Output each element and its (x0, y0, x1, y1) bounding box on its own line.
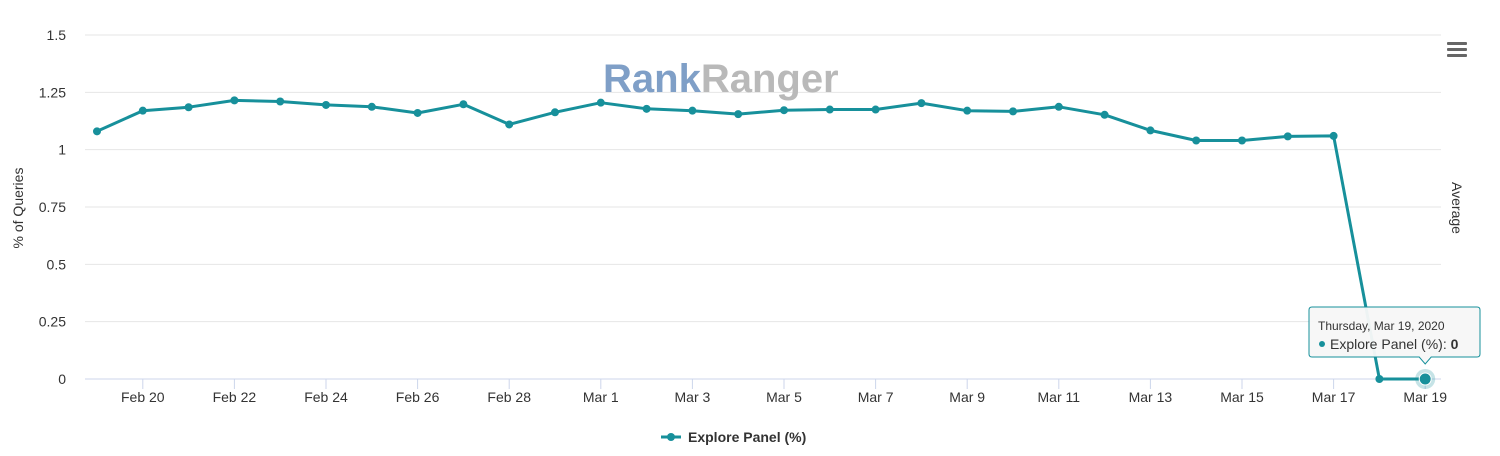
data-point[interactable] (780, 106, 788, 115)
watermark: RankRanger (603, 57, 839, 101)
x-tick-label: Feb 22 (213, 389, 257, 405)
watermark-ranger: Ranger (701, 57, 839, 101)
data-point[interactable] (230, 96, 239, 105)
data-point[interactable] (688, 106, 697, 115)
tooltip-series-dot (1319, 341, 1325, 347)
y-axis-ticks: 0 0.25 0.5 0.75 1 1.25 1.5 (39, 27, 66, 387)
x-tick-label: Mar 11 (1038, 389, 1081, 405)
x-tick-label: Mar 13 (1129, 389, 1173, 405)
x-axis-ticks: Feb 20 Feb 22 Feb 24 Feb 26 Feb 28 Mar 1 Mar 3… (121, 379, 1447, 405)
data-point[interactable] (734, 110, 743, 119)
data-point[interactable] (963, 106, 972, 115)
data-point[interactable] (1238, 136, 1246, 145)
series-points (93, 96, 1430, 383)
grid-lines (85, 34, 1441, 323)
series-line (95, 98, 1427, 381)
x-tick-label: Mar 15 (1220, 389, 1264, 405)
data-point[interactable] (1329, 131, 1338, 140)
data-point[interactable] (1283, 132, 1292, 141)
data-point[interactable] (138, 106, 147, 115)
data-point[interactable] (184, 103, 193, 112)
y-axis-title: % of Queries (10, 168, 26, 249)
data-point[interactable] (505, 120, 514, 129)
series-explore-panel (93, 96, 1430, 383)
data-point[interactable] (276, 97, 285, 106)
data-point[interactable] (825, 105, 834, 114)
y-tick-label: 1.5 (47, 27, 67, 43)
data-point[interactable] (871, 105, 880, 114)
x-tick-label: Feb 20 (121, 389, 165, 405)
tooltip-series-text: Explore Panel (%): 0 (1330, 336, 1459, 352)
x-tick-label: Mar 3 (675, 389, 711, 405)
hover-point (1418, 372, 1432, 386)
data-point[interactable] (1192, 136, 1201, 145)
tooltip-value: 0 (1451, 336, 1459, 352)
tooltip-series-name: Explore Panel (%) (1330, 336, 1443, 352)
tooltip: Thursday, Mar 19, 2020 Explore Panel (%)… (1308, 306, 1481, 365)
legend-item-explore-panel[interactable]: Explore Panel (%) (661, 429, 806, 445)
tooltip-separator: : (1443, 336, 1451, 352)
data-point[interactable] (367, 102, 376, 111)
data-point[interactable] (413, 108, 422, 117)
y-tick-label: 1 (58, 142, 66, 158)
data-point[interactable] (1054, 102, 1063, 111)
legend-marker-icon (667, 433, 675, 441)
y-tick-label: 0.5 (47, 256, 67, 272)
data-point[interactable] (1375, 375, 1384, 383)
y-tick-label: 0.75 (39, 199, 66, 215)
tooltip-date: Thursday, Mar 19, 2020 (1318, 319, 1445, 333)
data-point[interactable] (322, 100, 330, 109)
data-point[interactable] (917, 99, 926, 108)
data-point[interactable] (1009, 107, 1017, 116)
x-tick-label: Mar 17 (1312, 389, 1356, 405)
data-point[interactable] (1146, 126, 1155, 135)
y-tick-label: 1.25 (39, 84, 66, 100)
data-point[interactable] (551, 108, 559, 117)
x-tick-label: Mar 1 (583, 389, 619, 405)
hover-marker (1415, 369, 1436, 389)
x-tick-label: Mar 7 (858, 389, 894, 405)
average-axis-title: Average (1449, 182, 1465, 234)
y-tick-label: 0.25 (39, 314, 66, 330)
x-tick-label: Feb 28 (487, 389, 531, 405)
x-tick-label: Mar 9 (949, 389, 985, 405)
data-point[interactable] (93, 127, 101, 136)
x-tick-label: Feb 24 (304, 389, 348, 405)
x-tick-label: Mar 19 (1403, 389, 1447, 405)
data-point[interactable] (642, 104, 651, 113)
x-tick-label: Feb 26 (396, 389, 440, 405)
x-tick-label: Mar 5 (766, 389, 802, 405)
data-point[interactable] (459, 100, 468, 109)
data-point[interactable] (596, 98, 605, 107)
tooltip-box (1308, 306, 1481, 365)
data-point[interactable] (1100, 110, 1109, 119)
watermark-rank: Rank (603, 57, 702, 101)
hamburger-menu-icon[interactable] (1446, 39, 1468, 59)
legend-label: Explore Panel (%) (688, 429, 806, 445)
y-tick-label: 0 (58, 371, 66, 387)
